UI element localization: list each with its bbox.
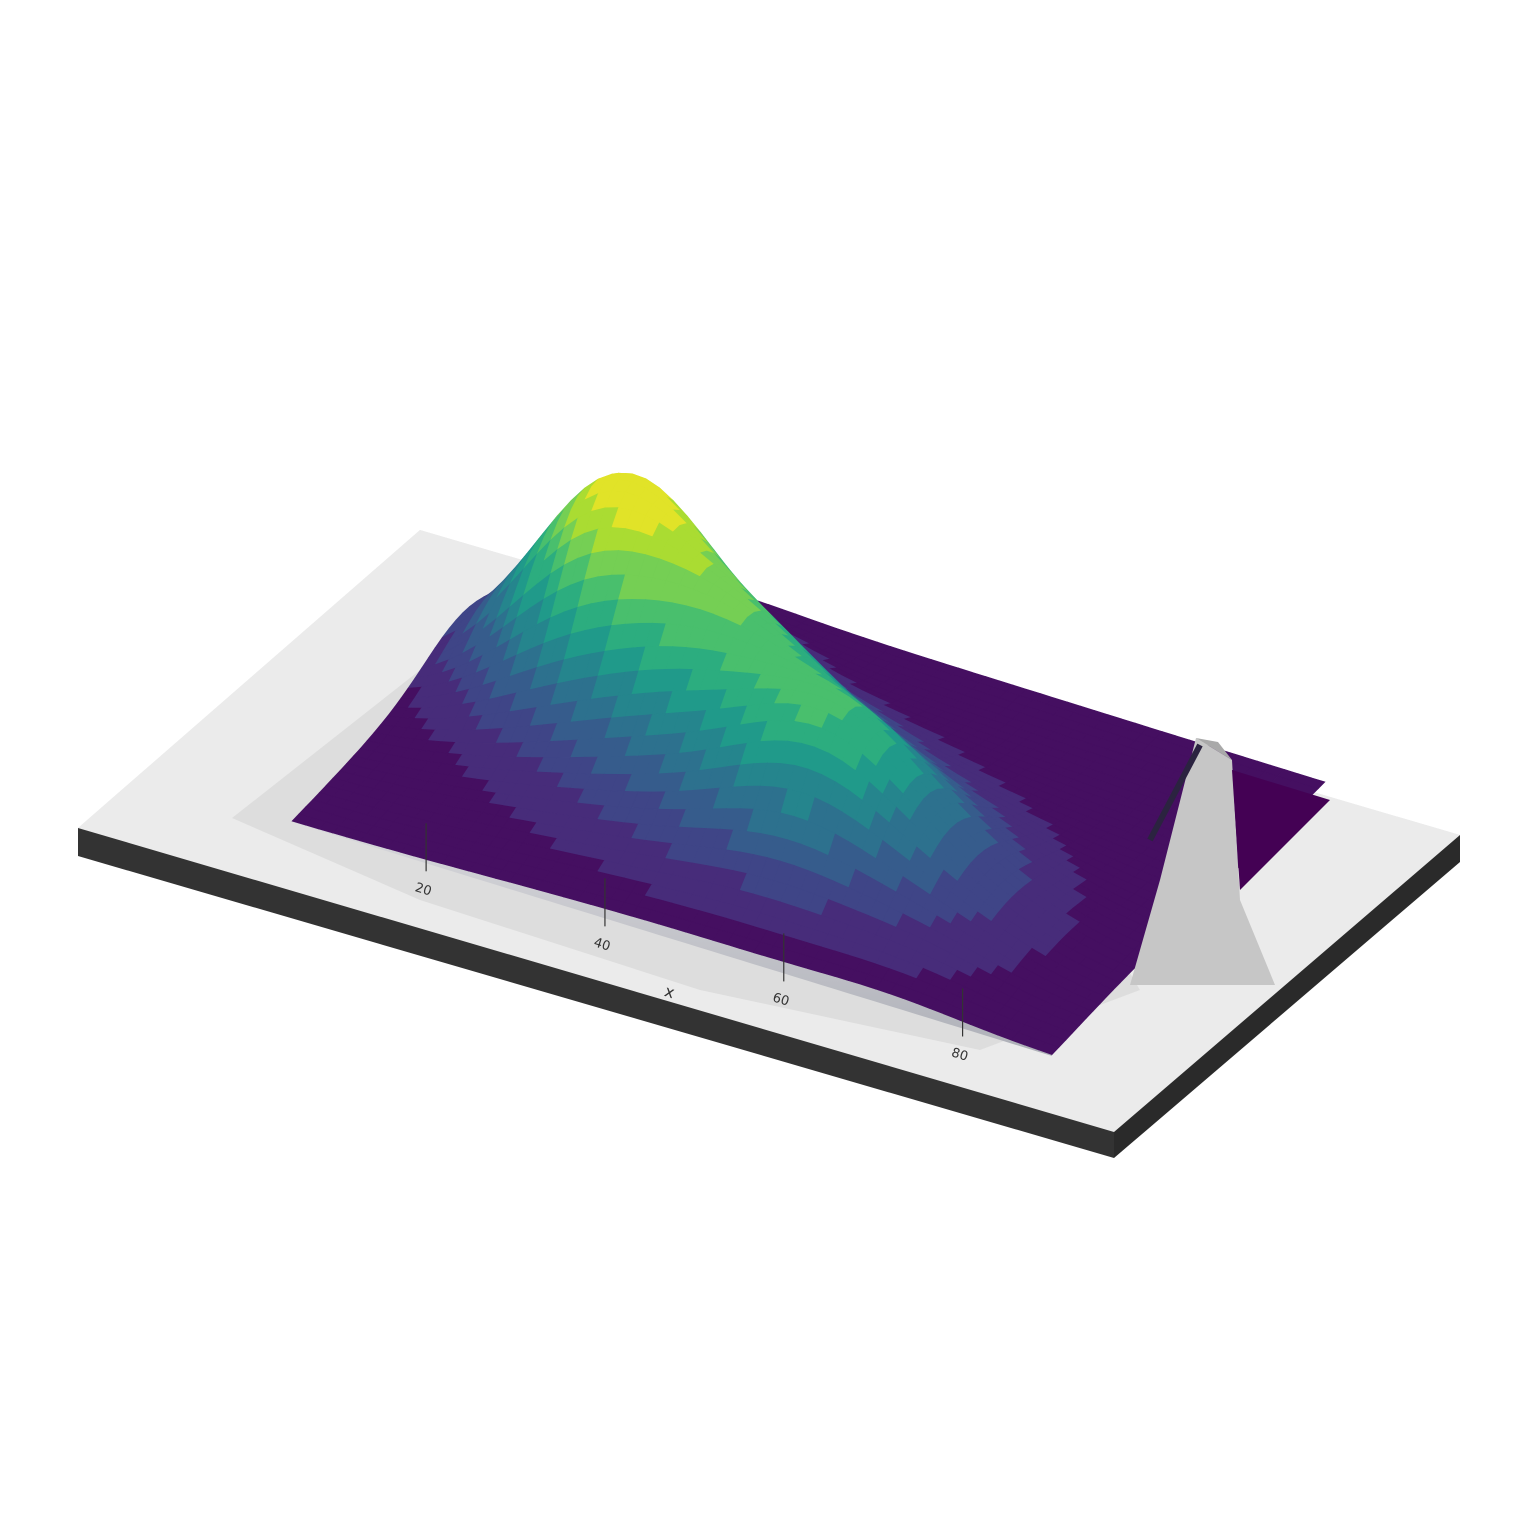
x-tick-label: 40 (592, 935, 612, 954)
marginal-ridge (1147, 743, 1203, 842)
surface-cell (1037, 1042, 1060, 1055)
base-front-side (78, 828, 1114, 1158)
x-tick-label: 60 (771, 990, 791, 1009)
marginal-panel (1130, 738, 1330, 985)
density-surface (291, 472, 1326, 1056)
marginal-strip (1232, 770, 1330, 890)
base-right-side (1114, 835, 1460, 1158)
front-wall (292, 821, 1052, 1056)
marginal-density-panel (1130, 738, 1275, 985)
x-tick-label: 80 (950, 1046, 970, 1065)
x-tick-label: 20 (413, 880, 433, 899)
marginal-panel-top (1196, 738, 1232, 760)
